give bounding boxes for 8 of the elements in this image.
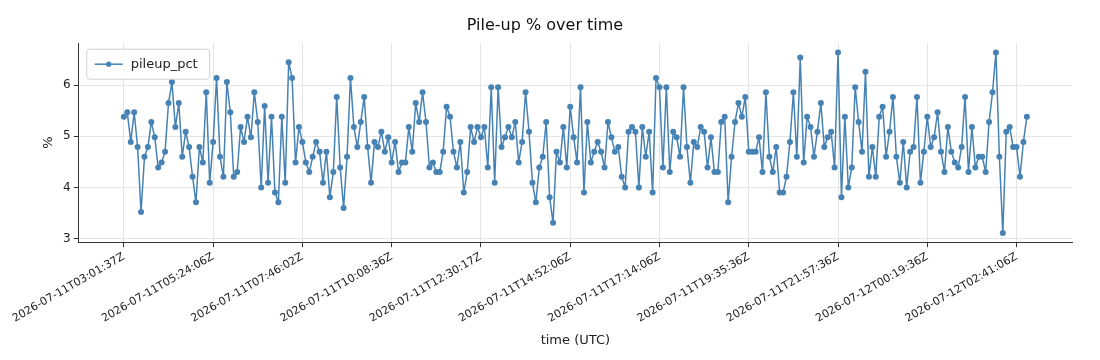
y-tick-label: 3	[63, 230, 71, 245]
chart-title: Pile-up % over time	[466, 14, 624, 34]
legend-label: pileup_pct	[130, 55, 198, 71]
x-axis-title: time (UTC)	[540, 331, 611, 347]
y-tick-label: 4	[63, 179, 71, 194]
y-tick-label: 5	[63, 128, 71, 143]
y-tick-label: 6	[63, 77, 71, 92]
y-axis-title: %	[39, 136, 55, 149]
